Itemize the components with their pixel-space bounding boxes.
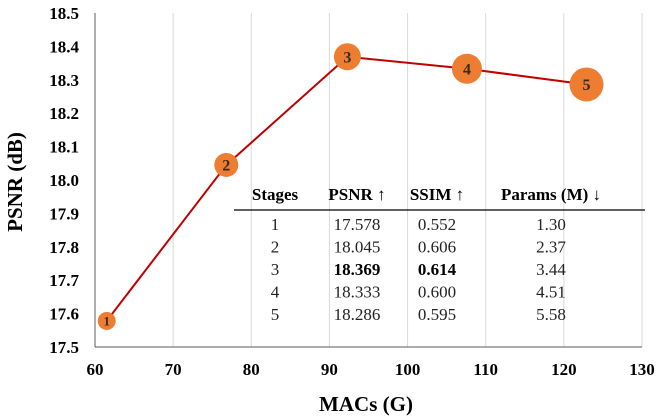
table-cell: 0.552 [418, 215, 456, 234]
x-tick-label: 80 [243, 360, 260, 379]
results-table: Stages PSNR ↑ SSIM ↑ Params (M) ↓ 1 17.578 0.5… [234, 185, 645, 324]
x-tick-label: 130 [629, 360, 655, 379]
gridlines [94, 13, 643, 347]
table-cell: 2 [271, 238, 280, 257]
stage-marker-circle [451, 53, 482, 84]
table-cell: 0.606 [418, 238, 456, 257]
table-cell: 0.614 [418, 260, 457, 279]
table-header-cell: Params (M) ↓ [501, 185, 601, 204]
stage-marker-label: 2 [222, 158, 230, 175]
table-header-cell: PSNR ↑ [328, 185, 385, 204]
stage-marker: 2 [214, 152, 239, 177]
table-cell: 3 [271, 260, 280, 279]
x-tick-label: 90 [321, 360, 338, 379]
axes [94, 13, 642, 348]
x-tick-label: 70 [165, 360, 182, 379]
stage-marker-label: 4 [463, 61, 471, 78]
y-tick-label: 18.0 [49, 171, 79, 190]
table-cell: 4 [271, 283, 280, 302]
x-axis-title: MACs (G) [319, 392, 413, 416]
table-cell: 5 [271, 305, 280, 324]
x-tick-label: 100 [395, 360, 421, 379]
stage-marker-circle [214, 152, 239, 177]
x-tick-label: 60 [87, 360, 104, 379]
table-cell: 18.369 [334, 260, 381, 279]
stage-marker: 3 [333, 43, 361, 71]
table-cell: 18.045 [334, 238, 381, 257]
table-cell: 2.37 [536, 238, 566, 257]
x-tick-labels: 60 70 80 90 100 110 120 130 [87, 360, 655, 379]
y-tick-label: 17.6 [49, 305, 79, 324]
stage-marker-circle [333, 43, 361, 71]
y-axis-title: PSNR (dB) [3, 132, 27, 232]
table-cell: 18.333 [334, 283, 381, 302]
y-tick-label: 18.3 [49, 71, 79, 90]
stage-marker: 1 [97, 311, 116, 330]
table-header-cell: Stages [252, 185, 299, 204]
table-cell: 3.44 [536, 260, 566, 279]
stage-marker-label: 3 [343, 49, 351, 66]
table-cell: 18.286 [334, 305, 381, 324]
table-cell: 1 [271, 215, 280, 234]
table-cell: 0.600 [418, 283, 456, 302]
table-cell: 0.595 [418, 305, 456, 324]
x-tick-label: 120 [551, 360, 577, 379]
stage-marker-circle [97, 311, 116, 330]
y-tick-label: 17.8 [49, 238, 79, 257]
x-tick-label: 110 [473, 360, 498, 379]
y-tick-label: 17.5 [49, 338, 79, 357]
y-tick-label: 17.7 [49, 271, 79, 290]
y-tick-label: 18.4 [49, 37, 79, 56]
table-cell: 1.30 [536, 215, 566, 234]
y-tick-label: 18.5 [49, 4, 79, 23]
y-tick-label: 17.9 [49, 204, 79, 223]
y-tick-labels: 17.5 17.6 17.7 17.8 17.9 18.0 18.1 18.2 18.3 18.4… [49, 4, 79, 357]
stage-marker: 4 [451, 53, 482, 84]
stage-markers: 1 2 3 4 5 [97, 43, 604, 330]
table-header-cell: SSIM ↑ [410, 185, 464, 204]
table-cell: 17.578 [334, 215, 381, 234]
stage-marker: 5 [569, 67, 604, 102]
stage-marker-label: 1 [103, 313, 110, 328]
table-cell: 5.58 [536, 305, 566, 324]
stage-marker-circle [569, 67, 604, 102]
y-tick-label: 18.2 [49, 104, 79, 123]
y-tick-label: 18.1 [49, 138, 79, 157]
table-cell: 4.51 [536, 283, 566, 302]
stage-marker-label: 5 [583, 77, 591, 94]
